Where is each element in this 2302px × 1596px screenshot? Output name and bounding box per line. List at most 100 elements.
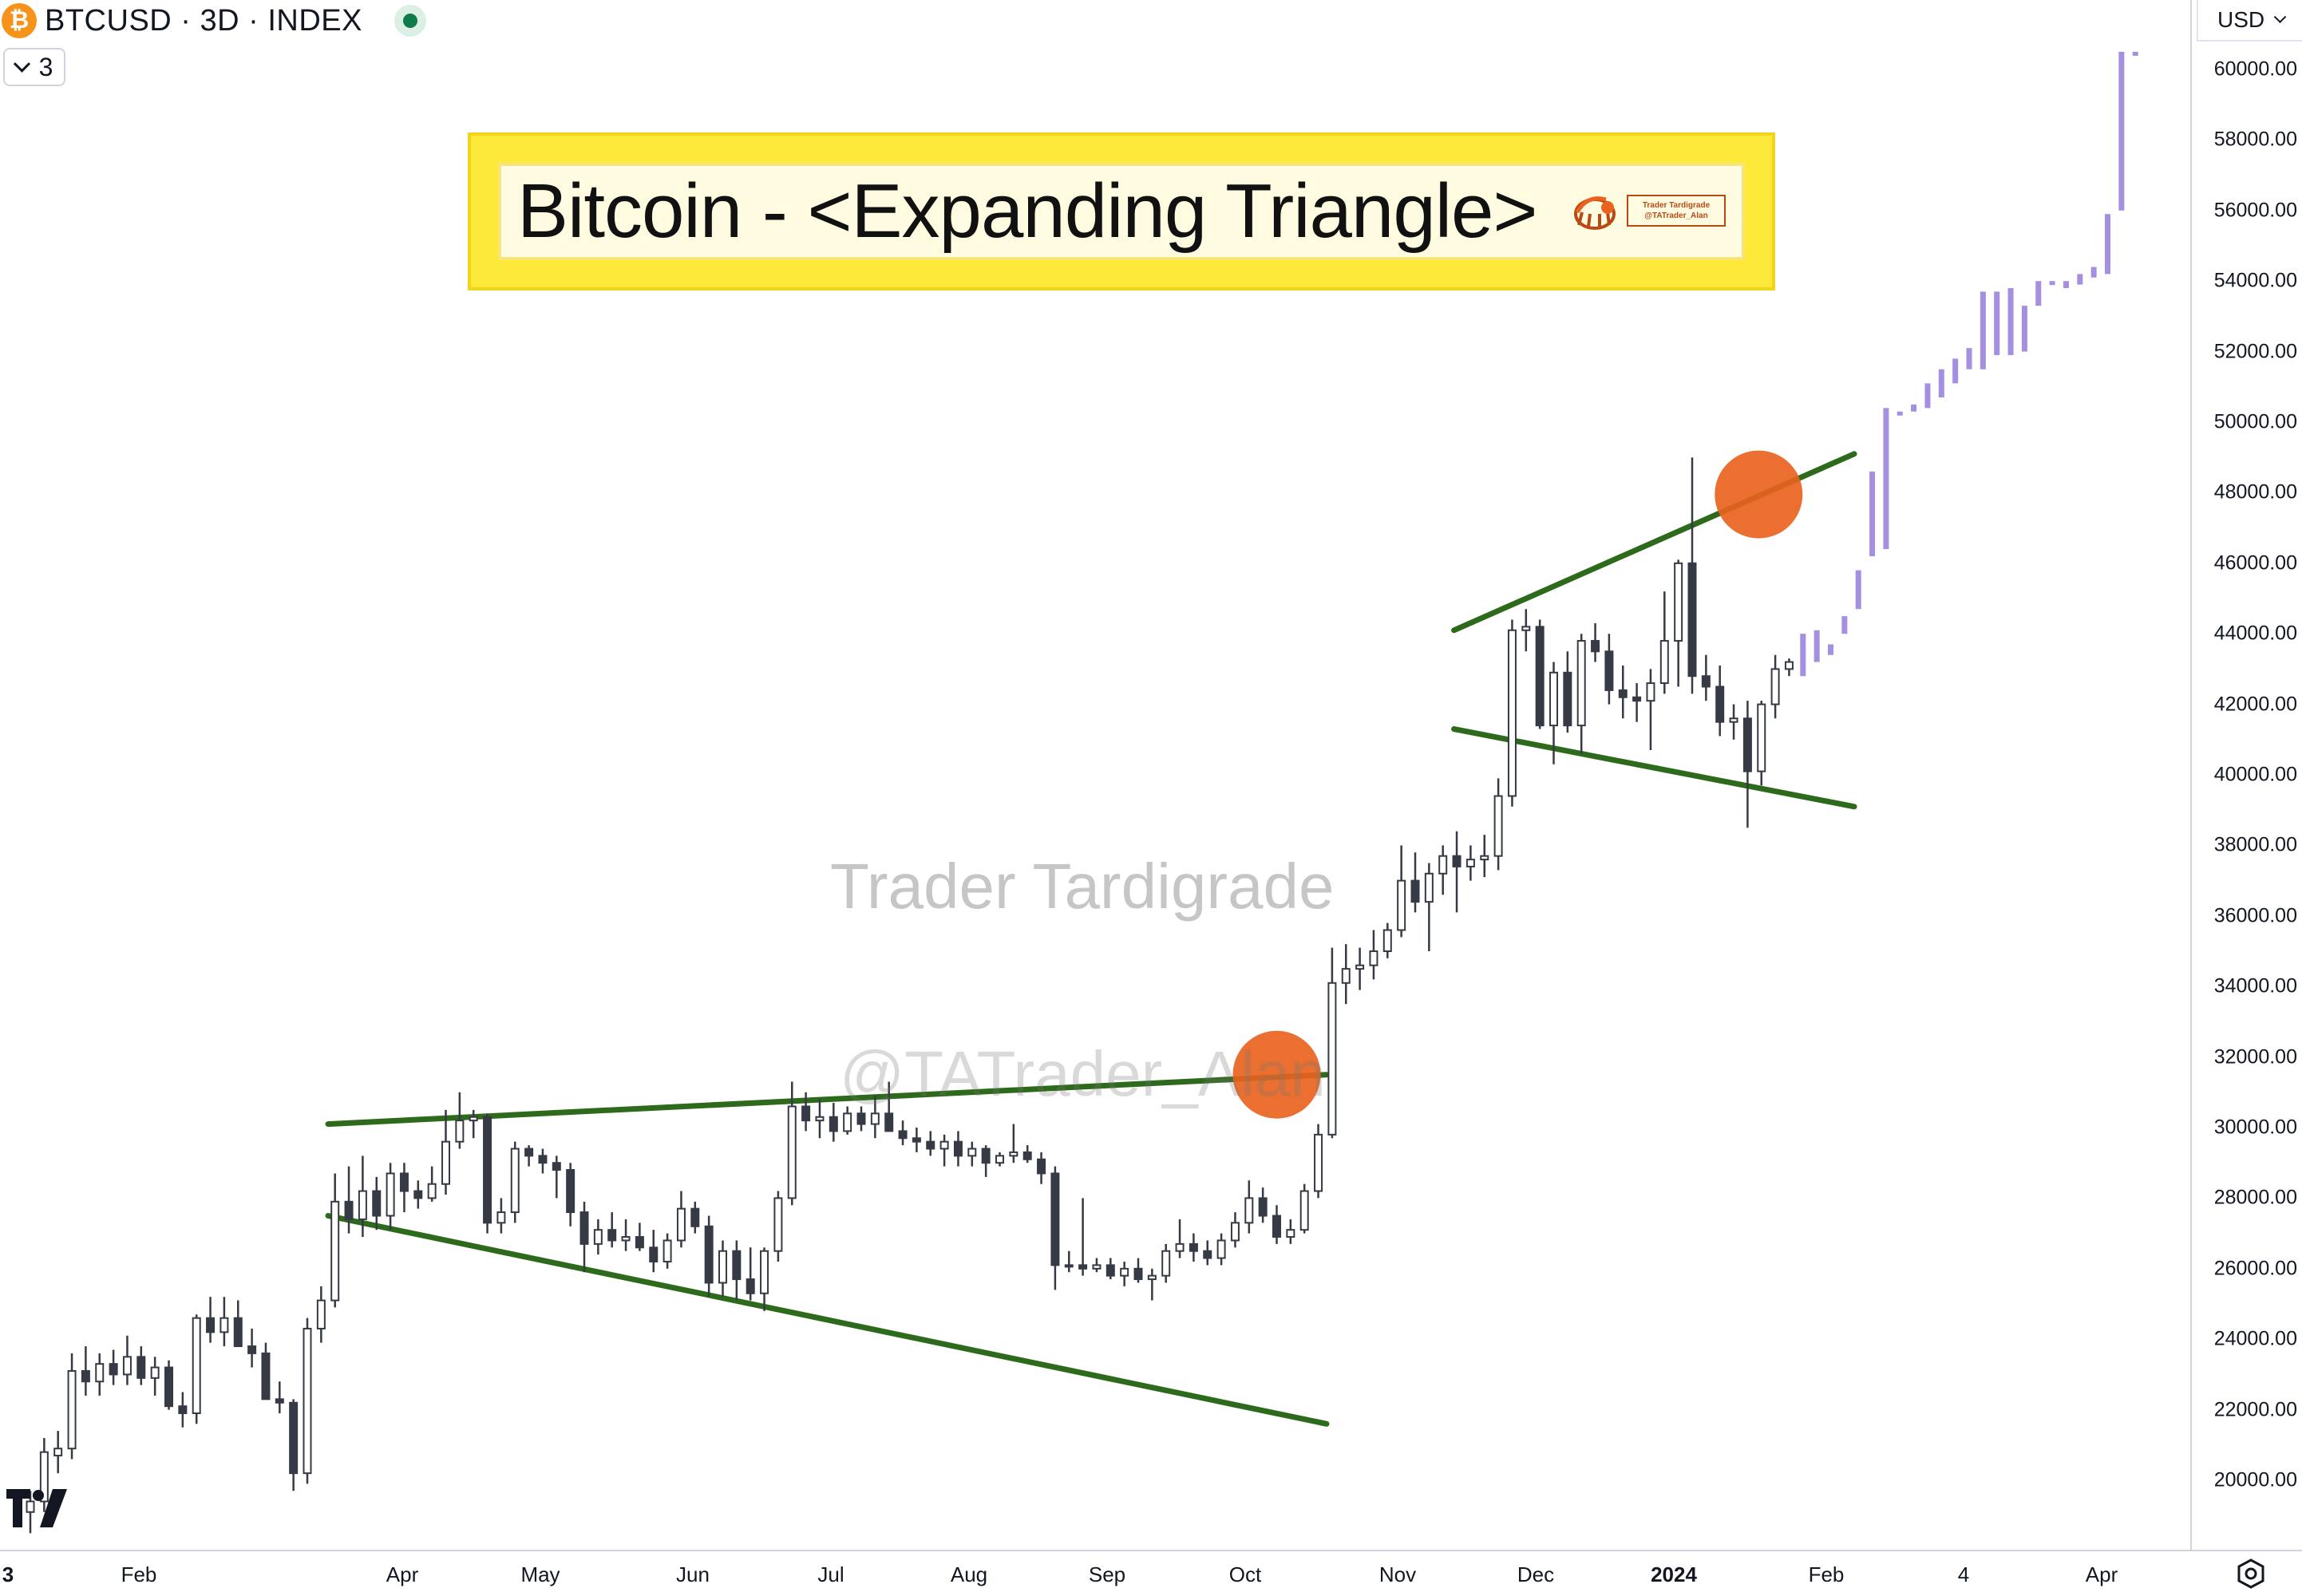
market-status-icon[interactable] xyxy=(394,5,426,37)
candle-body xyxy=(635,1236,644,1249)
candle xyxy=(593,1219,603,1255)
candle-body xyxy=(510,1148,520,1214)
symbol-title[interactable]: BTCUSD · 3D · INDEX xyxy=(45,3,362,38)
symbol-header[interactable]: ₿ BTCUSD · 3D · INDEX xyxy=(0,0,426,41)
candle xyxy=(690,1201,700,1234)
chevron-down-icon xyxy=(13,55,30,73)
price-tick-label: 22000.00 xyxy=(2213,1398,2297,1421)
candle-body xyxy=(1230,1222,1240,1242)
candle xyxy=(829,1103,838,1142)
candle xyxy=(220,1297,229,1347)
candle-body xyxy=(1189,1242,1198,1252)
candle xyxy=(801,1092,811,1132)
candle xyxy=(372,1176,382,1231)
candle-body xyxy=(53,1448,63,1457)
candle-body xyxy=(247,1345,257,1354)
candle xyxy=(399,1163,409,1213)
candle xyxy=(316,1286,326,1343)
currency-selector[interactable]: USD xyxy=(2197,0,2302,41)
indicators-collapse-button[interactable]: 3 xyxy=(3,48,65,86)
candle xyxy=(39,1437,49,1512)
candle-body xyxy=(801,1105,811,1122)
candle xyxy=(884,1081,894,1132)
projection-bar xyxy=(1828,644,1833,655)
candle xyxy=(1286,1219,1295,1244)
candle-body xyxy=(1674,562,1683,642)
candle xyxy=(1078,1198,1088,1276)
price-tick-label: 44000.00 xyxy=(2213,622,2297,645)
price-tick-label: 54000.00 xyxy=(2213,269,2297,292)
candle-body xyxy=(150,1366,160,1379)
candle xyxy=(150,1357,160,1396)
candle-body xyxy=(995,1155,1004,1164)
candle-body xyxy=(704,1225,714,1284)
candle xyxy=(1438,845,1448,895)
candle xyxy=(1687,457,1697,694)
chart-settings-icon[interactable] xyxy=(2235,1558,2267,1590)
time-axis[interactable]: 3 Feb Apr May Jun Jul Aug Sep Oct Nov Dec 2024 Feb 4 A… xyxy=(0,1550,2302,1596)
projection-bar xyxy=(1952,358,1959,384)
candle xyxy=(1549,662,1558,764)
candle-body xyxy=(912,1137,921,1143)
price-chart[interactable] xyxy=(0,0,2190,1550)
candle xyxy=(1161,1243,1171,1283)
candle-body xyxy=(164,1366,173,1408)
price-tick-label: 26000.00 xyxy=(2213,1257,2297,1280)
price-tick-label: 46000.00 xyxy=(2213,551,2297,575)
candle-body xyxy=(427,1183,437,1199)
candle-body xyxy=(1535,626,1545,727)
candle-body xyxy=(760,1250,769,1294)
candle xyxy=(1382,922,1392,958)
candle xyxy=(663,1233,672,1269)
candle-body xyxy=(303,1327,312,1475)
candle-body xyxy=(399,1172,409,1192)
candle xyxy=(122,1335,132,1385)
time-tick-label: 2024 xyxy=(1651,1562,1697,1586)
candle-body xyxy=(1729,717,1738,723)
candle xyxy=(1064,1250,1074,1273)
candle xyxy=(1757,701,1766,786)
candle-body xyxy=(455,1120,465,1143)
candle-body xyxy=(1106,1264,1115,1277)
candle-body xyxy=(358,1190,367,1220)
candle xyxy=(1424,863,1434,951)
breakout-marker xyxy=(1715,450,1803,539)
candle-body xyxy=(413,1190,423,1199)
candle xyxy=(510,1141,520,1223)
candle xyxy=(1604,634,1614,705)
price-tick-label: 40000.00 xyxy=(2213,763,2297,786)
candle xyxy=(178,1392,188,1428)
candle xyxy=(732,1240,742,1301)
candle xyxy=(1050,1166,1060,1290)
projection-bar xyxy=(2077,274,2083,285)
time-tick-label: Aug xyxy=(950,1562,988,1586)
projection-bar xyxy=(2007,288,2014,356)
candle-body xyxy=(815,1116,825,1122)
candle xyxy=(1299,1183,1309,1234)
candle-body xyxy=(1507,629,1517,797)
candle-body xyxy=(1452,855,1461,867)
candle-body xyxy=(579,1211,589,1245)
tradingview-logo-icon[interactable] xyxy=(6,1489,69,1527)
candle-body xyxy=(1078,1264,1088,1270)
candle-body xyxy=(81,1369,90,1383)
candle-body xyxy=(1659,640,1669,685)
candle-body xyxy=(1563,671,1572,727)
time-tick-label: 4 xyxy=(1957,1562,1970,1586)
candle-body xyxy=(1022,1151,1032,1160)
candle xyxy=(1521,609,1531,652)
candle xyxy=(67,1353,77,1460)
watermark-handle: @TATrader_Alan xyxy=(840,1038,1326,1109)
time-tick-label: Jul xyxy=(817,1562,844,1586)
candle-body xyxy=(953,1140,963,1157)
candle-body xyxy=(1424,872,1434,903)
candle xyxy=(607,1212,617,1248)
candle-body xyxy=(1175,1242,1185,1252)
candle-body xyxy=(1715,685,1725,723)
candle xyxy=(413,1180,423,1209)
candle xyxy=(995,1152,1004,1167)
candle-body xyxy=(1382,929,1392,952)
price-axis[interactable]: 60000.00 58000.00 56000.00 54000.00 52000.00… xyxy=(2190,0,2302,1550)
candle-body xyxy=(1147,1274,1157,1281)
candle xyxy=(233,1300,243,1348)
